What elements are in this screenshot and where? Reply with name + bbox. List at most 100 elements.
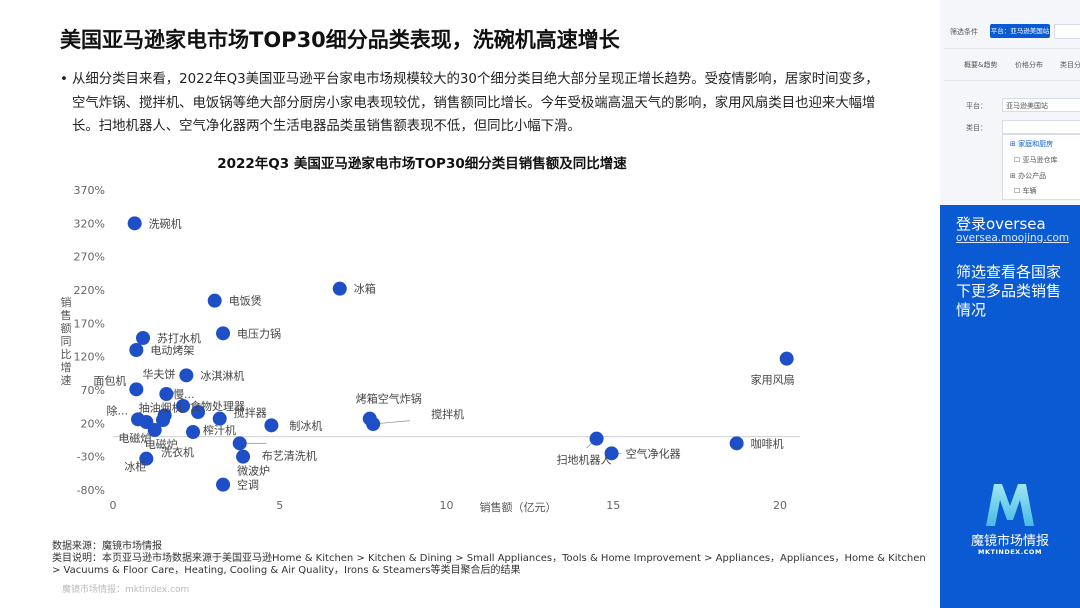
login-link[interactable]: oversea.moojing.com xyxy=(956,232,1070,244)
x-tick-label: 0 xyxy=(110,499,117,512)
point-label: 冰柜 xyxy=(124,461,146,474)
point-label: 食物处理器 xyxy=(190,399,245,413)
scatter-point xyxy=(159,387,174,401)
point-label: 电动烤架 xyxy=(150,343,194,357)
x-tick-label: 20 xyxy=(773,499,787,512)
category-field: 类目： xyxy=(966,124,987,132)
point-label: 搅拌器 xyxy=(234,406,267,420)
point-label: 慢... xyxy=(173,388,195,401)
category-note-line1: 类目说明：本页亚马逊市场数据来源于美国亚马逊Home & Kitchen > K… xyxy=(52,553,926,564)
scatter-point xyxy=(136,331,151,345)
point-label: 洗碗机 xyxy=(149,216,182,230)
point-label: 咖啡机 xyxy=(751,436,784,450)
y-tick-label: 170% xyxy=(74,317,105,330)
scatter-point xyxy=(176,399,191,413)
point-label: 电磁炉 xyxy=(145,438,178,451)
y-tick-label: 320% xyxy=(74,217,105,230)
category-item: ☐ 车辆 xyxy=(1014,187,1037,195)
y-tick-label: -30% xyxy=(77,451,105,464)
scatter-point xyxy=(127,216,142,231)
category-item: ⊞ 办公产品 xyxy=(1010,172,1047,180)
platform-field: 平台： xyxy=(966,102,987,110)
point-label: 微波炉 xyxy=(237,464,270,478)
y-tick-label: 270% xyxy=(74,251,105,264)
category-item: ⊞ 家庭和厨房 xyxy=(1010,140,1054,148)
tab-category: 类目分 xyxy=(1060,61,1080,69)
filter-dropdown xyxy=(1054,24,1080,39)
scatter-point xyxy=(147,423,162,437)
scatter-point xyxy=(604,446,619,461)
x-tick-label: 10 xyxy=(440,499,454,512)
data-source: 数据来源：魔镜市场情报 xyxy=(52,541,162,552)
platform-value: 亚马逊美国站 xyxy=(1006,102,1048,110)
point-label: 电压力锅 xyxy=(237,327,281,340)
point-label: 搅拌机 xyxy=(431,407,464,421)
scatter-point xyxy=(139,451,154,466)
point-label: 面包机 xyxy=(93,373,126,387)
x-tick-label: 15 xyxy=(606,499,620,512)
y-tick-label: 220% xyxy=(74,284,105,297)
y-axis-label: 销售额同比增速 xyxy=(61,295,72,387)
scatter-point xyxy=(179,368,194,383)
filter-label: 筛选条件 xyxy=(950,28,978,36)
summary-text: 从细分类目来看，2022年Q3美国亚马逊平台家电市场规模较大的30个细分类目绝大… xyxy=(72,72,879,134)
y-tick-label: -80% xyxy=(77,484,105,497)
point-label: 制冰机 xyxy=(289,418,322,432)
platform-select xyxy=(1002,98,1080,112)
scatter-point xyxy=(236,449,251,464)
scatter-point xyxy=(129,343,144,357)
scatter-point xyxy=(332,281,347,296)
divider xyxy=(944,48,1080,49)
point-label: 冰淇淋机 xyxy=(200,368,244,382)
category-note-line2: > Vacuums & Floor Care，Heating, Cooling … xyxy=(52,565,521,576)
y-tick-label: 70% xyxy=(81,384,105,397)
scatter-point xyxy=(232,436,247,451)
scatter-point xyxy=(216,477,231,492)
scatter-chart: -80% -30% 20% 70% 120% 170% 220% 270% 320% 370% 0 5… xyxy=(61,184,800,514)
scatter-point xyxy=(216,326,231,341)
category-item: ☐ 亚马逊仓库 xyxy=(1014,156,1058,164)
scatter-point xyxy=(207,293,222,308)
point-label: 抽油烟机 xyxy=(139,400,183,414)
point-label: 电磁炉 xyxy=(118,432,151,445)
scatter-point xyxy=(729,436,744,451)
promo-sidebar: 筛选条件 平台：亚马逊美国站 概要&趋势 价格分布 类目分 平台： 亚马逊美国站… xyxy=(940,0,1080,608)
login-text: 登录oversea xyxy=(956,215,1046,233)
point-label: 洗衣机 xyxy=(161,445,194,459)
divider xyxy=(944,80,1080,81)
scatter-point xyxy=(129,382,144,397)
x-axis-label: 销售额（亿元） xyxy=(480,500,557,514)
scatter-point xyxy=(156,413,171,427)
scatter-point xyxy=(366,417,381,431)
point-label: 榨汁机 xyxy=(203,423,236,437)
bullet-dot: • xyxy=(60,72,68,87)
x-tick-label: 5 xyxy=(276,499,283,512)
point-label: 扫地机器人 xyxy=(557,453,612,467)
page-title: 美国亚马逊家电市场TOP30细分品类表现，洗碗机高速增长 xyxy=(60,28,620,52)
point-label: 家用风扇 xyxy=(751,373,795,387)
brand-name: 魔镜市场情报 xyxy=(970,534,1049,549)
y-tick-label: 370% xyxy=(74,184,105,197)
watermark: 魔镜市场情报：mktindex.com xyxy=(62,585,190,595)
chart-points xyxy=(127,216,794,492)
chart-title: 2022年Q3 美国亚马逊家电市场TOP30细分类目销售额及同比增速 xyxy=(217,156,627,172)
scatter-point xyxy=(212,411,227,426)
y-tick-label: 120% xyxy=(74,351,105,364)
tab-price: 价格分布 xyxy=(1015,61,1043,69)
scatter-point xyxy=(186,425,201,439)
scatter-point xyxy=(589,431,604,446)
point-label: 空气净化器 xyxy=(626,446,681,460)
chart-axes: -80% -30% 20% 70% 120% 170% 220% 270% 320% 370% 0 5… xyxy=(61,184,800,514)
point-label: 苏打水机 xyxy=(157,331,201,345)
category-select xyxy=(1002,120,1080,134)
tab-overview: 概要&趋势 xyxy=(964,61,998,69)
category-tree xyxy=(1002,134,1080,200)
scatter-point xyxy=(779,351,794,366)
promo-text: 筛选查看各国家下更多品类销售情况 xyxy=(956,263,1062,319)
point-label: 电饭煲 xyxy=(229,295,262,308)
brand-logo-icon xyxy=(940,480,1080,532)
brand-url: MKTINDEX.COM xyxy=(978,548,1042,556)
app-screenshot-preview: 筛选条件 平台：亚马逊美国站 概要&趋势 价格分布 类目分 平台： 亚马逊美国站… xyxy=(940,0,1080,205)
platform-chip: 平台：亚马逊美国站 xyxy=(990,24,1050,38)
